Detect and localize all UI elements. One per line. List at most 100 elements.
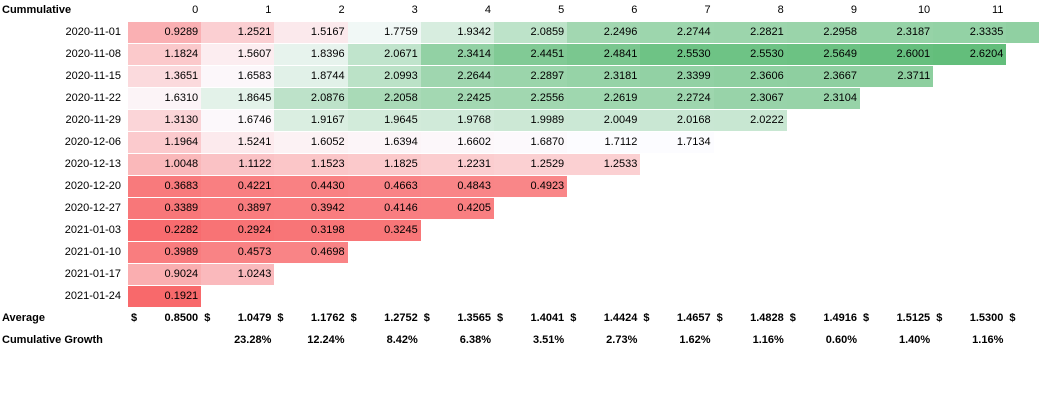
currency-symbol[interactable]: $	[936, 312, 943, 324]
cohort-value-cell[interactable]: 1.2521	[201, 22, 275, 43]
cohort-value-cell[interactable]: 1.8744	[274, 66, 348, 87]
cohort-value-cell[interactable]: 2.2744	[640, 22, 714, 43]
cohort-value-cell[interactable]: 0.9289	[128, 22, 202, 43]
cohort-value-cell[interactable]: 2.2496	[567, 22, 641, 43]
cohort-value-cell[interactable]: 1.3130	[128, 110, 202, 131]
cohort-date[interactable]: 2020-12-27	[64, 202, 121, 214]
currency-symbol[interactable]: $	[497, 312, 504, 324]
cohort-value-cell[interactable]: 0.9024	[128, 264, 202, 285]
period-header-7[interactable]: 7	[704, 4, 711, 16]
growth-value-cell[interactable]: 1.16%	[972, 334, 1004, 346]
growth-value-cell[interactable]: 0.60%	[825, 334, 857, 346]
currency-symbol[interactable]: $	[863, 312, 870, 324]
cohort-value-cell[interactable]: 1.1825	[347, 154, 421, 175]
cohort-value-cell[interactable]: 1.9989	[494, 110, 568, 131]
cohort-value-cell[interactable]: 1.6602	[420, 132, 494, 153]
cohort-value-cell[interactable]: 0.3942	[274, 198, 348, 219]
average-label[interactable]: Average	[2, 312, 46, 324]
cohort-value-cell[interactable]: 2.3414	[420, 44, 494, 65]
cohort-value-cell[interactable]: 2.6001	[860, 44, 934, 65]
growth-value-cell[interactable]: 8.42%	[386, 334, 418, 346]
growth-value-cell[interactable]: 6.38%	[459, 334, 491, 346]
period-header-0[interactable]: 0	[192, 4, 199, 16]
cohort-value-cell[interactable]: 1.0048	[128, 154, 202, 175]
currency-symbol[interactable]: $	[423, 312, 430, 324]
cohort-value-cell[interactable]: 2.0859	[494, 22, 568, 43]
cohort-value-cell[interactable]: 1.2533	[567, 154, 641, 175]
cohort-value-cell[interactable]: 0.4663	[347, 176, 421, 197]
cohort-value-cell[interactable]: 2.3399	[640, 66, 714, 87]
cohort-value-cell[interactable]: 1.9342	[420, 22, 494, 43]
currency-symbol[interactable]: $	[131, 312, 138, 324]
cohort-value-cell[interactable]: 2.4451	[494, 44, 568, 65]
cohort-value-cell[interactable]: 0.4205	[420, 198, 494, 219]
period-header-4[interactable]: 4	[484, 4, 491, 16]
cohort-value-cell[interactable]: 2.3067	[713, 88, 787, 109]
cohort-value-cell[interactable]: 1.5241	[201, 132, 275, 153]
cohort-value-cell[interactable]: 1.6052	[274, 132, 348, 153]
currency-symbol[interactable]: $	[716, 312, 723, 324]
cohort-value-cell[interactable]: 2.3711	[860, 66, 934, 87]
period-header-11[interactable]: 11	[991, 4, 1004, 16]
cohort-value-cell[interactable]: 2.2958	[786, 22, 860, 43]
cohort-value-cell[interactable]: 2.5649	[786, 44, 860, 65]
cohort-value-cell[interactable]: 1.9645	[347, 110, 421, 131]
cohort-value-cell[interactable]: 2.2724	[640, 88, 714, 109]
average-value-cell[interactable]: 1.0479	[237, 312, 272, 324]
cohort-date[interactable]: 2020-12-13	[64, 158, 121, 170]
growth-value-cell[interactable]: 23.28%	[234, 334, 272, 346]
cohort-value-cell[interactable]: 1.6583	[201, 66, 275, 87]
cohort-date[interactable]: 2021-01-17	[64, 268, 121, 280]
cohort-value-cell[interactable]: 2.2821	[713, 22, 787, 43]
average-value-cell[interactable]: 0.8500	[164, 312, 199, 324]
cohort-date[interactable]: 2021-01-24	[64, 290, 121, 302]
cohort-value-cell[interactable]: 2.0876	[274, 88, 348, 109]
growth-value-cell[interactable]: 1.62%	[679, 334, 711, 346]
cohort-value-cell[interactable]: 2.3515	[1006, 22, 1039, 43]
cohort-value-cell[interactable]: 2.0168	[640, 110, 714, 131]
period-header-1[interactable]: 1	[265, 4, 272, 16]
cohort-value-cell[interactable]: 0.3989	[128, 242, 202, 263]
cohort-value-cell[interactable]: 2.2425	[420, 88, 494, 109]
cohort-value-cell[interactable]: 2.2556	[494, 88, 568, 109]
cohort-date[interactable]: 2020-11-15	[65, 70, 121, 82]
currency-symbol[interactable]: $	[570, 312, 577, 324]
cohort-value-cell[interactable]: 2.3104	[786, 88, 860, 109]
cohort-value-cell[interactable]: 1.5607	[201, 44, 275, 65]
cohort-value-cell[interactable]: 1.1964	[128, 132, 202, 153]
currency-symbol[interactable]: $	[350, 312, 357, 324]
currency-symbol[interactable]: $	[204, 312, 211, 324]
cohort-value-cell[interactable]: 1.8645	[201, 88, 275, 109]
cohort-date[interactable]: 2020-11-08	[65, 48, 121, 60]
cohort-date[interactable]: 2021-01-10	[64, 246, 121, 258]
cohort-value-cell[interactable]: 0.4698	[274, 242, 348, 263]
cohort-value-cell[interactable]: 2.0222	[713, 110, 787, 131]
growth-value-cell[interactable]	[128, 330, 201, 351]
cohort-value-cell[interactable]: 0.3683	[128, 176, 202, 197]
cohort-value-cell[interactable]: 1.1523	[274, 154, 348, 175]
period-header-6[interactable]: 6	[631, 4, 638, 16]
cohort-value-cell[interactable]: 2.5530	[713, 44, 787, 65]
cohort-value-cell[interactable]: 1.9768	[420, 110, 494, 131]
cohort-value-cell[interactable]: 0.4146	[347, 198, 421, 219]
period-header-10[interactable]: 10	[917, 4, 931, 16]
cohort-value-cell[interactable]: 1.9167	[274, 110, 348, 131]
average-value-cell[interactable]: 1.4657	[676, 312, 711, 324]
cohort-value-cell[interactable]: 1.7112	[567, 132, 641, 153]
cohort-value-cell[interactable]: 0.4843	[420, 176, 494, 197]
cohort-value-cell[interactable]: 0.4573	[201, 242, 275, 263]
cohort-value-cell[interactable]: 2.2058	[347, 88, 421, 109]
cohort-value-cell[interactable]: 2.6204	[933, 44, 1007, 65]
cohort-value-cell[interactable]: 2.3181	[567, 66, 641, 87]
period-header-2[interactable]: 2	[338, 4, 345, 16]
cohort-value-cell[interactable]: 1.5167	[274, 22, 348, 43]
cohort-value-cell[interactable]: 0.4430	[274, 176, 348, 197]
cohort-value-cell[interactable]: 2.3667	[786, 66, 860, 87]
average-value-cell[interactable]: 1.1762	[310, 312, 345, 324]
cohort-value-cell[interactable]: 0.2282	[128, 220, 202, 241]
cohort-date[interactable]: 2020-11-29	[65, 114, 121, 126]
currency-symbol[interactable]: $	[1009, 312, 1016, 324]
cohort-value-cell[interactable]: 0.3245	[347, 220, 421, 241]
cohort-value-cell[interactable]: 0.3897	[201, 198, 275, 219]
cohort-value-cell[interactable]: 0.2924	[201, 220, 275, 241]
